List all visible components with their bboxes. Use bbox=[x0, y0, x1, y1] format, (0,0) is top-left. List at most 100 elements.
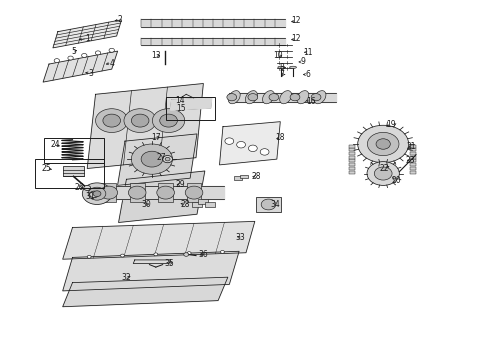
Ellipse shape bbox=[290, 66, 296, 68]
Polygon shape bbox=[220, 122, 280, 165]
Circle shape bbox=[68, 56, 74, 60]
Bar bbox=[44, 138, 104, 163]
Circle shape bbox=[90, 191, 98, 198]
Circle shape bbox=[157, 186, 174, 199]
Circle shape bbox=[237, 141, 245, 148]
Bar bbox=[349, 167, 355, 170]
Bar bbox=[410, 171, 416, 174]
Bar bbox=[349, 163, 355, 166]
Circle shape bbox=[103, 114, 121, 127]
Polygon shape bbox=[63, 277, 228, 307]
Text: 6: 6 bbox=[305, 70, 310, 79]
Ellipse shape bbox=[245, 91, 257, 104]
Polygon shape bbox=[118, 134, 197, 185]
Text: 3: 3 bbox=[88, 69, 93, 78]
Bar bbox=[410, 148, 416, 151]
Circle shape bbox=[124, 109, 156, 132]
Circle shape bbox=[154, 253, 158, 256]
Text: 25: 25 bbox=[42, 164, 51, 173]
Text: 29: 29 bbox=[175, 180, 185, 189]
Text: 28: 28 bbox=[251, 172, 261, 181]
Text: 26: 26 bbox=[74, 183, 84, 192]
Bar bbox=[349, 159, 355, 162]
Text: 36: 36 bbox=[198, 251, 208, 259]
Bar bbox=[166, 97, 215, 120]
Circle shape bbox=[225, 138, 234, 144]
Circle shape bbox=[368, 132, 399, 156]
Bar bbox=[205, 202, 215, 207]
Circle shape bbox=[311, 94, 321, 101]
Bar bbox=[349, 156, 355, 159]
Circle shape bbox=[290, 94, 300, 101]
Ellipse shape bbox=[228, 91, 240, 104]
Circle shape bbox=[374, 167, 392, 180]
Circle shape bbox=[160, 114, 177, 127]
Text: 5: 5 bbox=[71, 46, 76, 55]
Circle shape bbox=[152, 109, 185, 132]
Bar bbox=[158, 183, 173, 202]
Circle shape bbox=[141, 151, 163, 167]
Bar bbox=[192, 202, 202, 207]
Bar bbox=[410, 167, 416, 170]
Text: 8: 8 bbox=[279, 63, 284, 72]
Ellipse shape bbox=[280, 91, 292, 104]
Circle shape bbox=[261, 199, 276, 210]
Bar bbox=[349, 171, 355, 174]
Ellipse shape bbox=[263, 91, 274, 104]
Circle shape bbox=[95, 51, 101, 55]
Text: 2: 2 bbox=[118, 15, 122, 24]
Circle shape bbox=[100, 186, 118, 199]
Circle shape bbox=[93, 191, 101, 197]
Text: 18: 18 bbox=[275, 133, 285, 142]
Polygon shape bbox=[87, 84, 203, 168]
Text: 28: 28 bbox=[180, 200, 190, 209]
Circle shape bbox=[87, 255, 91, 258]
Circle shape bbox=[376, 139, 391, 149]
Text: 4: 4 bbox=[109, 58, 114, 68]
Bar bbox=[130, 183, 145, 202]
Bar bbox=[198, 199, 208, 204]
Circle shape bbox=[121, 254, 124, 257]
Text: 11: 11 bbox=[303, 48, 313, 57]
Text: 16: 16 bbox=[306, 97, 316, 106]
Polygon shape bbox=[63, 251, 239, 291]
Ellipse shape bbox=[297, 91, 309, 104]
Text: 35: 35 bbox=[164, 259, 174, 268]
Circle shape bbox=[187, 252, 191, 255]
Circle shape bbox=[248, 145, 257, 152]
Circle shape bbox=[131, 144, 172, 174]
Text: 1: 1 bbox=[85, 34, 90, 43]
Polygon shape bbox=[171, 98, 212, 110]
Circle shape bbox=[220, 251, 224, 253]
Circle shape bbox=[185, 186, 203, 199]
Bar bbox=[410, 152, 416, 155]
Text: 12: 12 bbox=[292, 16, 301, 25]
Text: 12: 12 bbox=[292, 34, 301, 43]
Circle shape bbox=[54, 59, 60, 63]
Text: 13: 13 bbox=[151, 51, 161, 60]
Text: 7: 7 bbox=[279, 70, 284, 79]
Circle shape bbox=[227, 94, 237, 101]
Circle shape bbox=[84, 185, 91, 190]
Text: 24: 24 bbox=[50, 140, 60, 149]
Polygon shape bbox=[119, 171, 205, 222]
Text: 10: 10 bbox=[273, 51, 283, 60]
Text: 9: 9 bbox=[300, 57, 305, 66]
Polygon shape bbox=[43, 51, 118, 82]
Bar bbox=[410, 145, 416, 148]
Bar bbox=[240, 175, 248, 178]
Bar bbox=[234, 176, 242, 180]
Ellipse shape bbox=[278, 66, 285, 68]
Circle shape bbox=[131, 114, 149, 127]
Bar bbox=[101, 183, 116, 202]
Bar bbox=[349, 152, 355, 155]
Bar bbox=[35, 159, 104, 188]
Circle shape bbox=[367, 162, 399, 185]
Circle shape bbox=[260, 149, 269, 155]
Circle shape bbox=[165, 157, 170, 161]
Ellipse shape bbox=[314, 91, 326, 104]
Bar bbox=[410, 163, 416, 166]
Circle shape bbox=[109, 48, 115, 52]
Text: 21: 21 bbox=[407, 143, 416, 152]
Bar bbox=[349, 145, 355, 148]
